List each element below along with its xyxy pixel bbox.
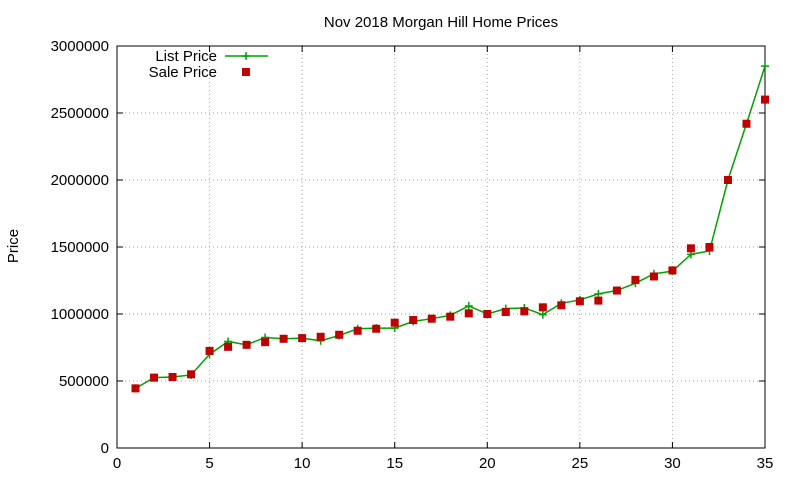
x-tick-label: 0 — [113, 455, 121, 472]
axis-ticks: 0 5 10 15 20 25 30 35 0 500000 1000000 1500000 20000… — [51, 38, 774, 472]
sale-price-point — [612, 286, 621, 295]
sale-price-point — [409, 316, 418, 325]
sale-price-point — [520, 307, 529, 316]
y-tick-label: 0 — [101, 440, 109, 457]
sale-price-point — [501, 307, 510, 316]
grid-lines — [117, 46, 765, 448]
legend-label-list-price: List Price — [155, 48, 217, 65]
y-tick-label: 2000000 — [51, 172, 109, 189]
list-price-point — [538, 310, 547, 319]
sale-price-point — [446, 312, 455, 321]
sale-price-point — [390, 318, 399, 327]
sale-price-point — [557, 301, 566, 310]
sale-price-point — [594, 296, 603, 305]
list-price-line — [135, 65, 766, 390]
sale-price-point — [298, 334, 307, 343]
sale-price-point — [427, 314, 436, 323]
sale-price-point — [761, 95, 769, 104]
list-price-point — [464, 301, 473, 310]
sale-price-point — [168, 372, 177, 381]
x-tick-label: 5 — [205, 455, 213, 472]
sale-price-point — [242, 340, 251, 349]
legend-label-sale-price: Sale Price — [149, 64, 217, 81]
sale-price-point — [187, 370, 196, 379]
sale-price-point — [261, 338, 270, 347]
sale-price-point — [575, 297, 584, 306]
sale-price-point — [131, 384, 140, 393]
list-price-point — [594, 289, 603, 298]
x-tick-label: 25 — [572, 455, 589, 472]
y-tick-label: 3000000 — [51, 38, 109, 55]
chart-title: Nov 2018 Morgan Hill Home Prices — [324, 14, 558, 31]
legend-marker-list-price — [242, 52, 250, 60]
x-tick-label: 35 — [757, 455, 774, 472]
sale-price-point — [279, 334, 288, 343]
sale-price-point — [372, 324, 381, 333]
y-tick-label: 1000000 — [51, 306, 109, 323]
sale-price-point — [742, 119, 751, 128]
sale-price-point — [205, 346, 214, 355]
y-tick-label: 2500000 — [51, 105, 109, 122]
sale-price-point — [631, 275, 640, 284]
sale-price-point — [335, 330, 344, 339]
series-layer — [131, 62, 769, 393]
sale-price-point — [464, 309, 473, 318]
sale-price-point — [224, 342, 233, 351]
sale-price-point — [705, 243, 714, 251]
sale-price-point — [483, 310, 492, 318]
x-tick-label: 20 — [479, 455, 496, 472]
sale-price-point — [353, 326, 362, 335]
sale-price-point — [668, 266, 677, 275]
sale-price-point — [649, 272, 658, 281]
legend-marker-sale-price — [242, 68, 250, 76]
legend: List Price Sale Price — [149, 48, 268, 81]
y-tick-label: 500000 — [59, 373, 109, 390]
y-axis-label: Price — [5, 229, 22, 263]
legend-symbols — [225, 52, 268, 76]
sale-price-point — [723, 176, 732, 184]
x-tick-label: 15 — [386, 455, 403, 472]
sale-price-point — [686, 244, 695, 253]
sale-price-point — [150, 373, 159, 382]
sale-price-point — [538, 303, 547, 312]
x-tick-label: 30 — [664, 455, 681, 472]
y-tick-label: 1500000 — [51, 239, 109, 256]
list-price-point — [761, 62, 769, 71]
plot-frame — [116, 45, 766, 449]
sale-price-point — [316, 332, 325, 341]
x-tick-label: 10 — [294, 455, 311, 472]
